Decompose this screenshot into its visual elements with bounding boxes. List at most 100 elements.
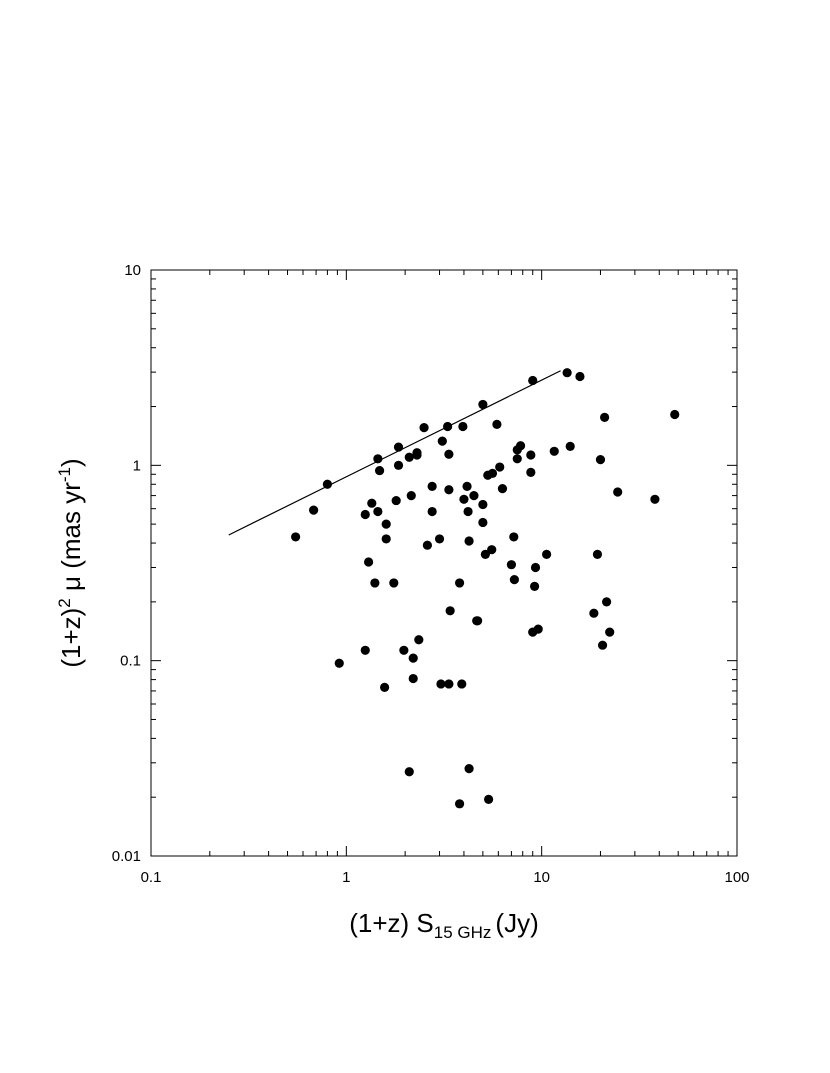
- y-tick-label: 0.01: [112, 848, 141, 865]
- data-point: [529, 581, 540, 591]
- data-point: [526, 467, 536, 478]
- data-point: [487, 545, 497, 555]
- data-point: [360, 645, 370, 655]
- y-tick-label: 10: [124, 262, 141, 279]
- data-point: [528, 375, 538, 386]
- data-point: [444, 485, 454, 495]
- data-point: [484, 794, 494, 804]
- data-point: [478, 517, 488, 528]
- data-point: [381, 534, 391, 544]
- data-point: [530, 562, 541, 573]
- data-point: [512, 454, 522, 464]
- data-point: [404, 767, 414, 777]
- data-point: [480, 549, 490, 559]
- data-point: [526, 450, 536, 460]
- data-point: [427, 481, 437, 492]
- y-tick-label: 1: [133, 457, 141, 474]
- plot-frame: [150, 269, 738, 857]
- data-point: [367, 498, 377, 508]
- data-point: [602, 597, 612, 607]
- data-point: [464, 536, 474, 546]
- data-point: [575, 371, 585, 382]
- data-point: [444, 679, 454, 689]
- data-point: [595, 454, 606, 465]
- data-point: [459, 494, 469, 504]
- x-tick-label: 100: [724, 869, 749, 886]
- data-point: [478, 399, 488, 410]
- data-point: [437, 436, 447, 446]
- data-point: [613, 487, 623, 497]
- data-point: [509, 532, 519, 542]
- x-tick-label: 0.1: [141, 869, 162, 886]
- data-point: [492, 419, 502, 430]
- data-point: [506, 560, 517, 570]
- data-point: [542, 549, 552, 559]
- data-point: [406, 490, 416, 501]
- data-point: [454, 578, 465, 588]
- data-point: [334, 658, 344, 668]
- data-point: [472, 616, 482, 626]
- data-point: [464, 764, 474, 774]
- data-point: [469, 490, 479, 501]
- data-point: [478, 499, 488, 510]
- data-point: [389, 578, 399, 588]
- data-point: [436, 679, 446, 689]
- data-point: [444, 449, 454, 459]
- data-point: [408, 653, 418, 663]
- y-axis-title: (1+z)2 μ (mas yr-1): [55, 458, 86, 667]
- data-point: [592, 549, 603, 559]
- y-tick-label: 0.1: [120, 653, 141, 670]
- data-point: [422, 540, 432, 550]
- data-point: [414, 635, 424, 645]
- data-point: [373, 454, 383, 464]
- data-point: [427, 506, 437, 517]
- data-points: [291, 368, 680, 809]
- data-point: [291, 532, 301, 542]
- data-point: [399, 645, 409, 655]
- data-point: [434, 534, 445, 544]
- data-point: [419, 423, 429, 433]
- data-point: [515, 441, 526, 451]
- x-tick-label: 10: [533, 869, 550, 886]
- axis-ticks: [150, 270, 737, 857]
- data-point: [457, 679, 467, 689]
- data-point: [487, 468, 498, 478]
- data-point: [393, 442, 404, 452]
- data-point: [381, 519, 391, 529]
- upper-envelope-line: [228, 370, 561, 536]
- data-point: [412, 448, 422, 458]
- data-point: [562, 368, 572, 378]
- fit-line: [228, 370, 561, 536]
- data-point: [391, 495, 401, 506]
- data-point: [565, 441, 575, 452]
- data-point: [408, 673, 418, 684]
- data-point: [458, 421, 468, 432]
- data-point: [360, 509, 370, 520]
- data-point: [445, 606, 455, 616]
- data-point: [322, 479, 333, 489]
- x-tick-label: 1: [342, 869, 350, 886]
- data-point: [600, 412, 610, 422]
- data-point: [374, 465, 385, 476]
- data-point: [597, 640, 608, 650]
- data-point: [379, 682, 390, 692]
- data-point: [497, 484, 508, 494]
- x-axis-title: (1+z) S15 GHz (Jy): [349, 908, 539, 942]
- data-point: [533, 624, 543, 634]
- data-point: [454, 799, 465, 809]
- data-point: [404, 452, 414, 462]
- data-point: [509, 575, 519, 585]
- data-point: [589, 608, 599, 618]
- data-point: [373, 506, 383, 517]
- data-point: [650, 494, 660, 504]
- data-point: [549, 446, 559, 456]
- data-point: [309, 505, 319, 515]
- data-point: [370, 578, 380, 588]
- data-point: [393, 460, 404, 470]
- data-point: [443, 421, 453, 432]
- data-point: [495, 462, 505, 472]
- data-point: [462, 481, 472, 492]
- data-point: [605, 627, 615, 637]
